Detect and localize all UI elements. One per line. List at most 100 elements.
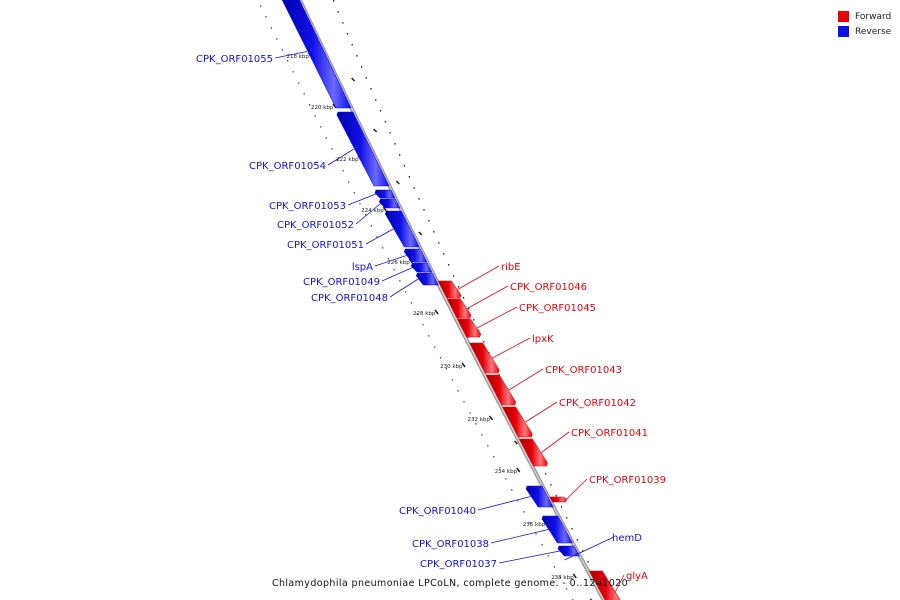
ruler-dot bbox=[422, 324, 424, 326]
label-cpk-orf01045[interactable]: CPK_ORF01045 bbox=[519, 303, 596, 314]
leader-line-cpk-orf01040 bbox=[477, 496, 531, 511]
feature-cpk-orf01055[interactable] bbox=[281, 0, 352, 109]
ruler-dot bbox=[331, 148, 333, 150]
ruler-dot bbox=[481, 434, 483, 436]
ruler-dot bbox=[260, 5, 262, 7]
reverse-swatch bbox=[838, 26, 849, 37]
label-cpk-orf01046[interactable]: CPK_ORF01046 bbox=[510, 282, 587, 293]
label-lpxk[interactable]: lpxK bbox=[532, 334, 554, 345]
ruler-dot bbox=[483, 341, 485, 343]
feature-cpk-orf01037[interactable] bbox=[557, 545, 580, 557]
label-cpk-orf01052[interactable]: CPK_ORF01052 bbox=[277, 220, 354, 231]
ruler-dot bbox=[342, 170, 344, 172]
feature-lpxk[interactable] bbox=[469, 342, 500, 374]
label-glya[interactable]: glyA bbox=[626, 571, 648, 582]
ruler-dot bbox=[428, 335, 430, 337]
ruler-dot bbox=[309, 104, 311, 106]
label-cpk-orf01051[interactable]: CPK_ORF01051 bbox=[287, 240, 364, 251]
ruler-dot bbox=[336, 159, 339, 161]
feature-cpk-orf01039[interactable] bbox=[549, 496, 567, 503]
feature-cpk-orf01048[interactable] bbox=[415, 272, 439, 286]
feature-ribe[interactable] bbox=[437, 280, 462, 299]
leader-line-cpk-orf01041 bbox=[541, 431, 570, 453]
ruler-dot bbox=[359, 203, 361, 205]
ruler-dot bbox=[405, 291, 407, 293]
feature-lspa[interactable] bbox=[403, 248, 428, 263]
ruler-dot bbox=[353, 192, 355, 194]
label-cpk-orf01055[interactable]: CPK_ORF01055 bbox=[196, 54, 273, 65]
ruler-dot bbox=[298, 82, 300, 84]
ruler-dot bbox=[303, 93, 305, 95]
label-hemd[interactable]: hemD bbox=[612, 533, 642, 544]
label-cpk-orf01041[interactable]: CPK_ORF01041 bbox=[571, 428, 648, 439]
label-cpk-orf01039[interactable]: CPK_ORF01039 bbox=[589, 475, 666, 486]
ruler-dot bbox=[337, 11, 339, 13]
label-lspa[interactable]: lspA bbox=[352, 262, 373, 273]
feature-cpk-orf01054[interactable] bbox=[336, 111, 390, 187]
label-cpk-orf01054[interactable]: CPK_ORF01054 bbox=[249, 161, 326, 172]
ruler-dot bbox=[416, 313, 418, 315]
leader-line-cpk-orf01049 bbox=[381, 267, 413, 282]
ruler-dot bbox=[270, 27, 272, 29]
ruler-tick-label: 236 kbp bbox=[523, 522, 546, 528]
feature-cpk-orf01042[interactable] bbox=[502, 406, 533, 438]
legend: Forward Reverse bbox=[838, 9, 898, 39]
legend-label-forward: Forward bbox=[855, 11, 892, 22]
label-cpk-orf01049[interactable]: CPK_ORF01049 bbox=[303, 277, 380, 288]
leader-line-cpk-orf01048 bbox=[389, 278, 419, 298]
feature-cpk-orf01045[interactable] bbox=[457, 318, 482, 338]
feature-glya[interactable] bbox=[588, 570, 625, 600]
ruler-tick-label: 224 kbp bbox=[361, 208, 384, 214]
label-cpk-orf01053[interactable]: CPK_ORF01053 bbox=[269, 201, 346, 212]
ruler-dot bbox=[457, 390, 459, 392]
legend-label-reverse: Reverse bbox=[855, 26, 892, 37]
label-cpk-orf01037[interactable]: CPK_ORF01037 bbox=[420, 559, 497, 570]
leader-line-lspa bbox=[374, 255, 407, 267]
ruler-dot bbox=[576, 539, 578, 541]
ruler-tick-mark bbox=[513, 440, 519, 445]
forward-swatch bbox=[838, 11, 849, 22]
leader-line-cpk-orf01054 bbox=[327, 148, 355, 166]
ruler-dot bbox=[370, 225, 372, 227]
ruler-dot bbox=[493, 456, 495, 458]
ruler-dot bbox=[408, 176, 410, 178]
leader-line-cpk-orf01052 bbox=[355, 203, 381, 225]
feature-cpk-orf01038[interactable] bbox=[541, 515, 573, 544]
ruler-tick-label: 220 kbp bbox=[311, 105, 334, 111]
ruler-dot bbox=[399, 154, 401, 156]
ruler-dot bbox=[587, 561, 589, 563]
ruler-tick-mark bbox=[382, 206, 387, 212]
feature-cpk-orf01051[interactable] bbox=[384, 210, 420, 248]
ruler-tick-label: 228 kbp bbox=[413, 311, 436, 317]
label-cpk-orf01042[interactable]: CPK_ORF01042 bbox=[559, 398, 636, 409]
label-cpk-orf01043[interactable]: CPK_ORF01043 bbox=[545, 365, 622, 376]
ruler-tick-label: 234 kbp bbox=[495, 469, 518, 475]
feature-cpk-orf01040[interactable] bbox=[525, 485, 554, 508]
ruler-dot bbox=[473, 319, 475, 321]
ruler-dot bbox=[453, 275, 455, 277]
label-cpk-orf01048[interactable]: CPK_ORF01048 bbox=[311, 293, 388, 304]
ruler-dot bbox=[276, 38, 278, 40]
label-ribe[interactable]: ribE bbox=[501, 262, 521, 273]
ruler-dot bbox=[387, 258, 389, 260]
feature-cpk-orf01053[interactable] bbox=[374, 189, 396, 199]
feature-cpk-orf01046[interactable] bbox=[446, 298, 472, 319]
ruler-tick-label: 222 kbp bbox=[336, 157, 359, 163]
ruler-dot bbox=[553, 566, 555, 568]
feature-cpk-orf01052[interactable] bbox=[379, 198, 401, 209]
ruler-dot bbox=[458, 286, 460, 288]
ruler-dot bbox=[356, 55, 358, 57]
feature-cpk-orf01043[interactable] bbox=[485, 374, 517, 406]
label-cpk-orf01040[interactable]: CPK_ORF01040 bbox=[399, 506, 476, 517]
feature-cpk-orf01049[interactable] bbox=[410, 262, 433, 273]
feature-cpk-orf01041[interactable] bbox=[518, 438, 548, 467]
ruler-tick-label: 218 kbp bbox=[287, 54, 310, 60]
ruler-dot bbox=[265, 16, 267, 18]
label-cpk-orf01038[interactable]: CPK_ORF01038 bbox=[412, 539, 489, 550]
ruler-tick-mark bbox=[516, 467, 521, 473]
ruler-tick-mark bbox=[395, 180, 400, 185]
ruler-dot bbox=[394, 143, 396, 145]
ruler-dot bbox=[571, 528, 573, 530]
map-caption: Chlamydophila pneumoniae LPCoLN, complet… bbox=[271, 578, 629, 589]
